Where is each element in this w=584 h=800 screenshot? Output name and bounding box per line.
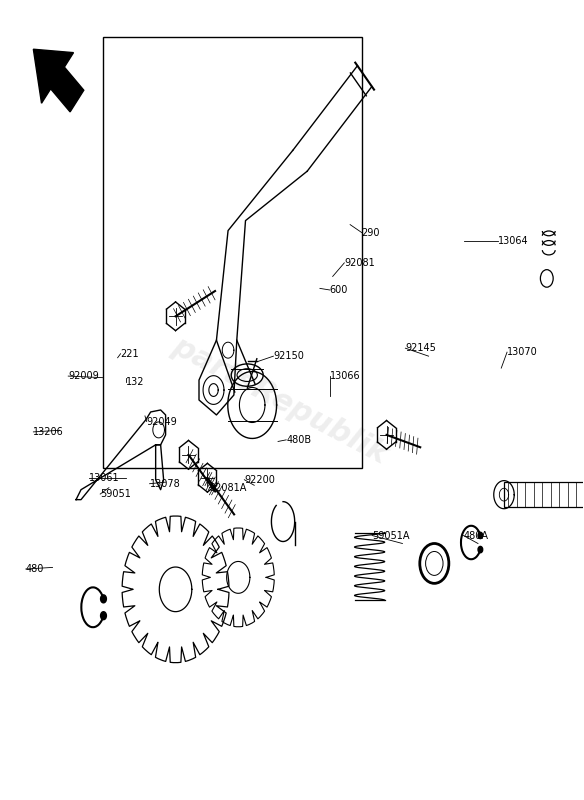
Text: 59051A: 59051A xyxy=(372,530,410,541)
Text: 600: 600 xyxy=(330,285,348,295)
Text: 92081: 92081 xyxy=(345,258,375,268)
Polygon shape xyxy=(76,410,166,500)
Text: 480: 480 xyxy=(26,564,44,574)
Text: 13078: 13078 xyxy=(150,478,180,489)
Text: 480A: 480A xyxy=(464,530,488,541)
Text: 92150: 92150 xyxy=(273,351,304,361)
Text: 92200: 92200 xyxy=(244,474,275,485)
Polygon shape xyxy=(504,482,584,507)
Text: 92145: 92145 xyxy=(405,343,436,353)
Text: 92049: 92049 xyxy=(147,417,178,426)
Text: 13206: 13206 xyxy=(33,427,64,437)
Circle shape xyxy=(100,612,106,620)
Circle shape xyxy=(478,546,483,553)
Text: partsRepublik: partsRepublik xyxy=(168,331,393,469)
Text: 92081A: 92081A xyxy=(210,482,247,493)
Text: 13066: 13066 xyxy=(330,371,360,381)
Polygon shape xyxy=(156,445,164,490)
Circle shape xyxy=(100,595,106,603)
Text: 59051: 59051 xyxy=(100,489,131,499)
Polygon shape xyxy=(33,50,84,112)
Text: 132: 132 xyxy=(126,378,145,387)
Text: 13064: 13064 xyxy=(498,235,529,246)
Text: 221: 221 xyxy=(120,349,139,358)
Text: 13070: 13070 xyxy=(507,347,538,357)
Circle shape xyxy=(478,532,483,538)
Text: 290: 290 xyxy=(361,227,380,238)
Bar xyxy=(103,38,361,468)
Text: 92009: 92009 xyxy=(68,371,99,381)
Text: 480B: 480B xyxy=(286,435,311,445)
Text: 13061: 13061 xyxy=(89,473,119,483)
